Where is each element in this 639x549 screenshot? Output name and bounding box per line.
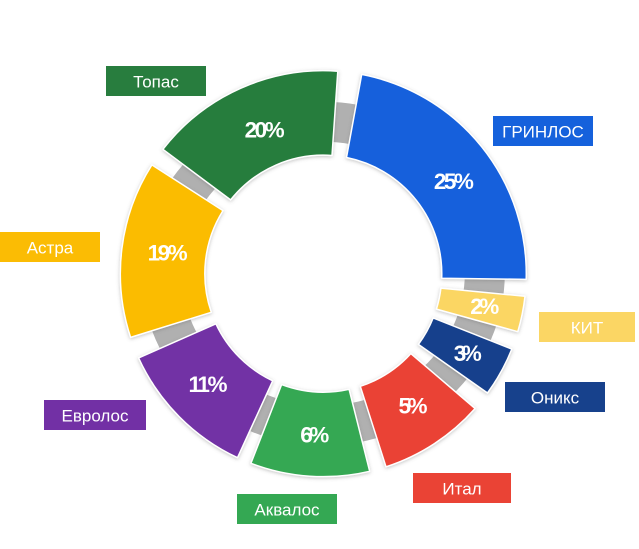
svg-text:2%: 2% (470, 294, 499, 319)
svg-text:11%: 11% (189, 372, 228, 397)
svg-text:Оникс: Оникс (531, 389, 580, 408)
svg-text:КИТ: КИТ (571, 319, 604, 338)
svg-text:Топас: Топас (133, 73, 179, 92)
svg-text:3%: 3% (454, 341, 482, 366)
svg-text:Астра: Астра (27, 239, 74, 258)
svg-text:19%: 19% (148, 240, 188, 265)
svg-text:25%: 25% (434, 169, 474, 194)
svg-text:20%: 20% (245, 117, 285, 142)
svg-text:6%: 6% (300, 423, 329, 448)
svg-text:Евролос: Евролос (62, 407, 129, 426)
svg-text:Аквалос: Аквалос (254, 501, 320, 520)
svg-text:ГРИНЛОС: ГРИНЛОС (502, 123, 584, 142)
svg-text:Итал: Итал (442, 480, 481, 499)
svg-text:5%: 5% (399, 394, 428, 419)
